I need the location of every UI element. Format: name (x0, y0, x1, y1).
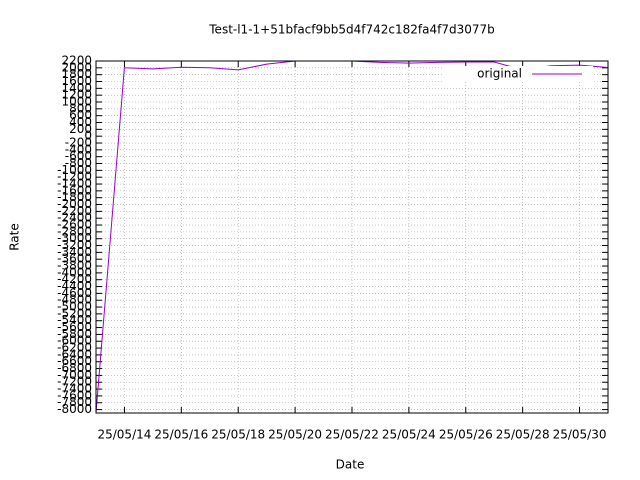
y-tick-label: 2200 (61, 54, 92, 68)
x-axis-label: Date (336, 458, 365, 472)
y-tick-label: -5800 (57, 327, 92, 341)
x-tick-label: 25/05/26 (439, 428, 493, 442)
chart-title: Test-l1-1+51bfacf9bb5d4f742c182fa4f7d307… (208, 23, 494, 37)
legend-background (443, 66, 593, 82)
y-tick-label: -6200 (57, 341, 92, 355)
y-tick-label: 1200 (61, 88, 92, 102)
y-tick-label: -5200 (57, 306, 92, 320)
y-tick-label: 2000 (61, 60, 92, 74)
x-tick-label: 25/05/14 (97, 428, 151, 442)
y-tick-label: -3800 (57, 259, 92, 273)
y-tick-label: -2600 (57, 218, 92, 232)
y-tick-label: -5000 (57, 300, 92, 314)
y-tick-label: -1400 (57, 177, 92, 191)
y-tick-label: -800 (65, 156, 92, 170)
y-tick-label: -7400 (57, 382, 92, 396)
y-tick-label: -6600 (57, 354, 92, 368)
y-tick-label: -7800 (57, 395, 92, 409)
y-tick-label: -6800 (57, 361, 92, 375)
y-tick-label: -2000 (57, 197, 92, 211)
y-tick-label: 1600 (61, 74, 92, 88)
y-tick-label: -1800 (57, 190, 92, 204)
y-tick-label: -4600 (57, 286, 92, 300)
y-tick-label: -6400 (57, 347, 92, 361)
y-tick-label: -5600 (57, 320, 92, 334)
x-tick-label: 25/05/24 (382, 428, 436, 442)
y-tick-label: 400 (69, 115, 92, 129)
y-tick-label: 1400 (61, 81, 92, 95)
data-line (95, 60, 609, 414)
x-tick-label: 25/05/30 (553, 428, 607, 442)
legend-label: original (477, 67, 522, 81)
y-tick-label: -4200 (57, 272, 92, 286)
y-tick-label: -400 (65, 142, 92, 156)
y-tick-label: -3200 (57, 238, 92, 252)
y-tick-label: -7000 (57, 368, 92, 382)
y-tick-label: -3400 (57, 245, 92, 259)
y-tick-label: -3000 (57, 231, 92, 245)
y-tick-label: 200 (69, 122, 92, 136)
x-tick-label: 25/05/20 (268, 428, 322, 442)
y-tick-label: -1200 (57, 170, 92, 184)
y-tick-label: 600 (69, 108, 92, 122)
y-tick-label: -7600 (57, 388, 92, 402)
y-tick-label: 0 (84, 129, 92, 143)
x-tick-label: 25/05/28 (496, 428, 550, 442)
y-tick-label: -4800 (57, 293, 92, 307)
y-axis-label: Rate (8, 223, 22, 251)
y-tick-label: -6000 (57, 334, 92, 348)
y-tick-label: -2400 (57, 211, 92, 225)
y-tick-label: -200 (65, 136, 92, 150)
y-tick-label: -1000 (57, 163, 92, 177)
x-tick-label: 25/05/22 (325, 428, 379, 442)
y-tick-label: -8000 (57, 402, 92, 416)
y-tick-label: -5400 (57, 313, 92, 327)
y-tick-label: -3600 (57, 252, 92, 266)
x-tick-label: 25/05/16 (154, 428, 208, 442)
y-tick-label: -4000 (57, 265, 92, 279)
y-tick-label: 800 (69, 101, 92, 115)
y-tick-label: -1600 (57, 183, 92, 197)
y-tick-label: -2800 (57, 224, 92, 238)
y-tick-label: 1800 (61, 67, 92, 81)
y-tick-label: -600 (65, 149, 92, 163)
y-tick-label: -4400 (57, 279, 92, 293)
y-tick-label: -2200 (57, 204, 92, 218)
y-tick-label: 1000 (61, 95, 92, 109)
y-tick-label: -7200 (57, 375, 92, 389)
x-tick-label: 25/05/18 (211, 428, 265, 442)
plot-border (95, 60, 609, 414)
